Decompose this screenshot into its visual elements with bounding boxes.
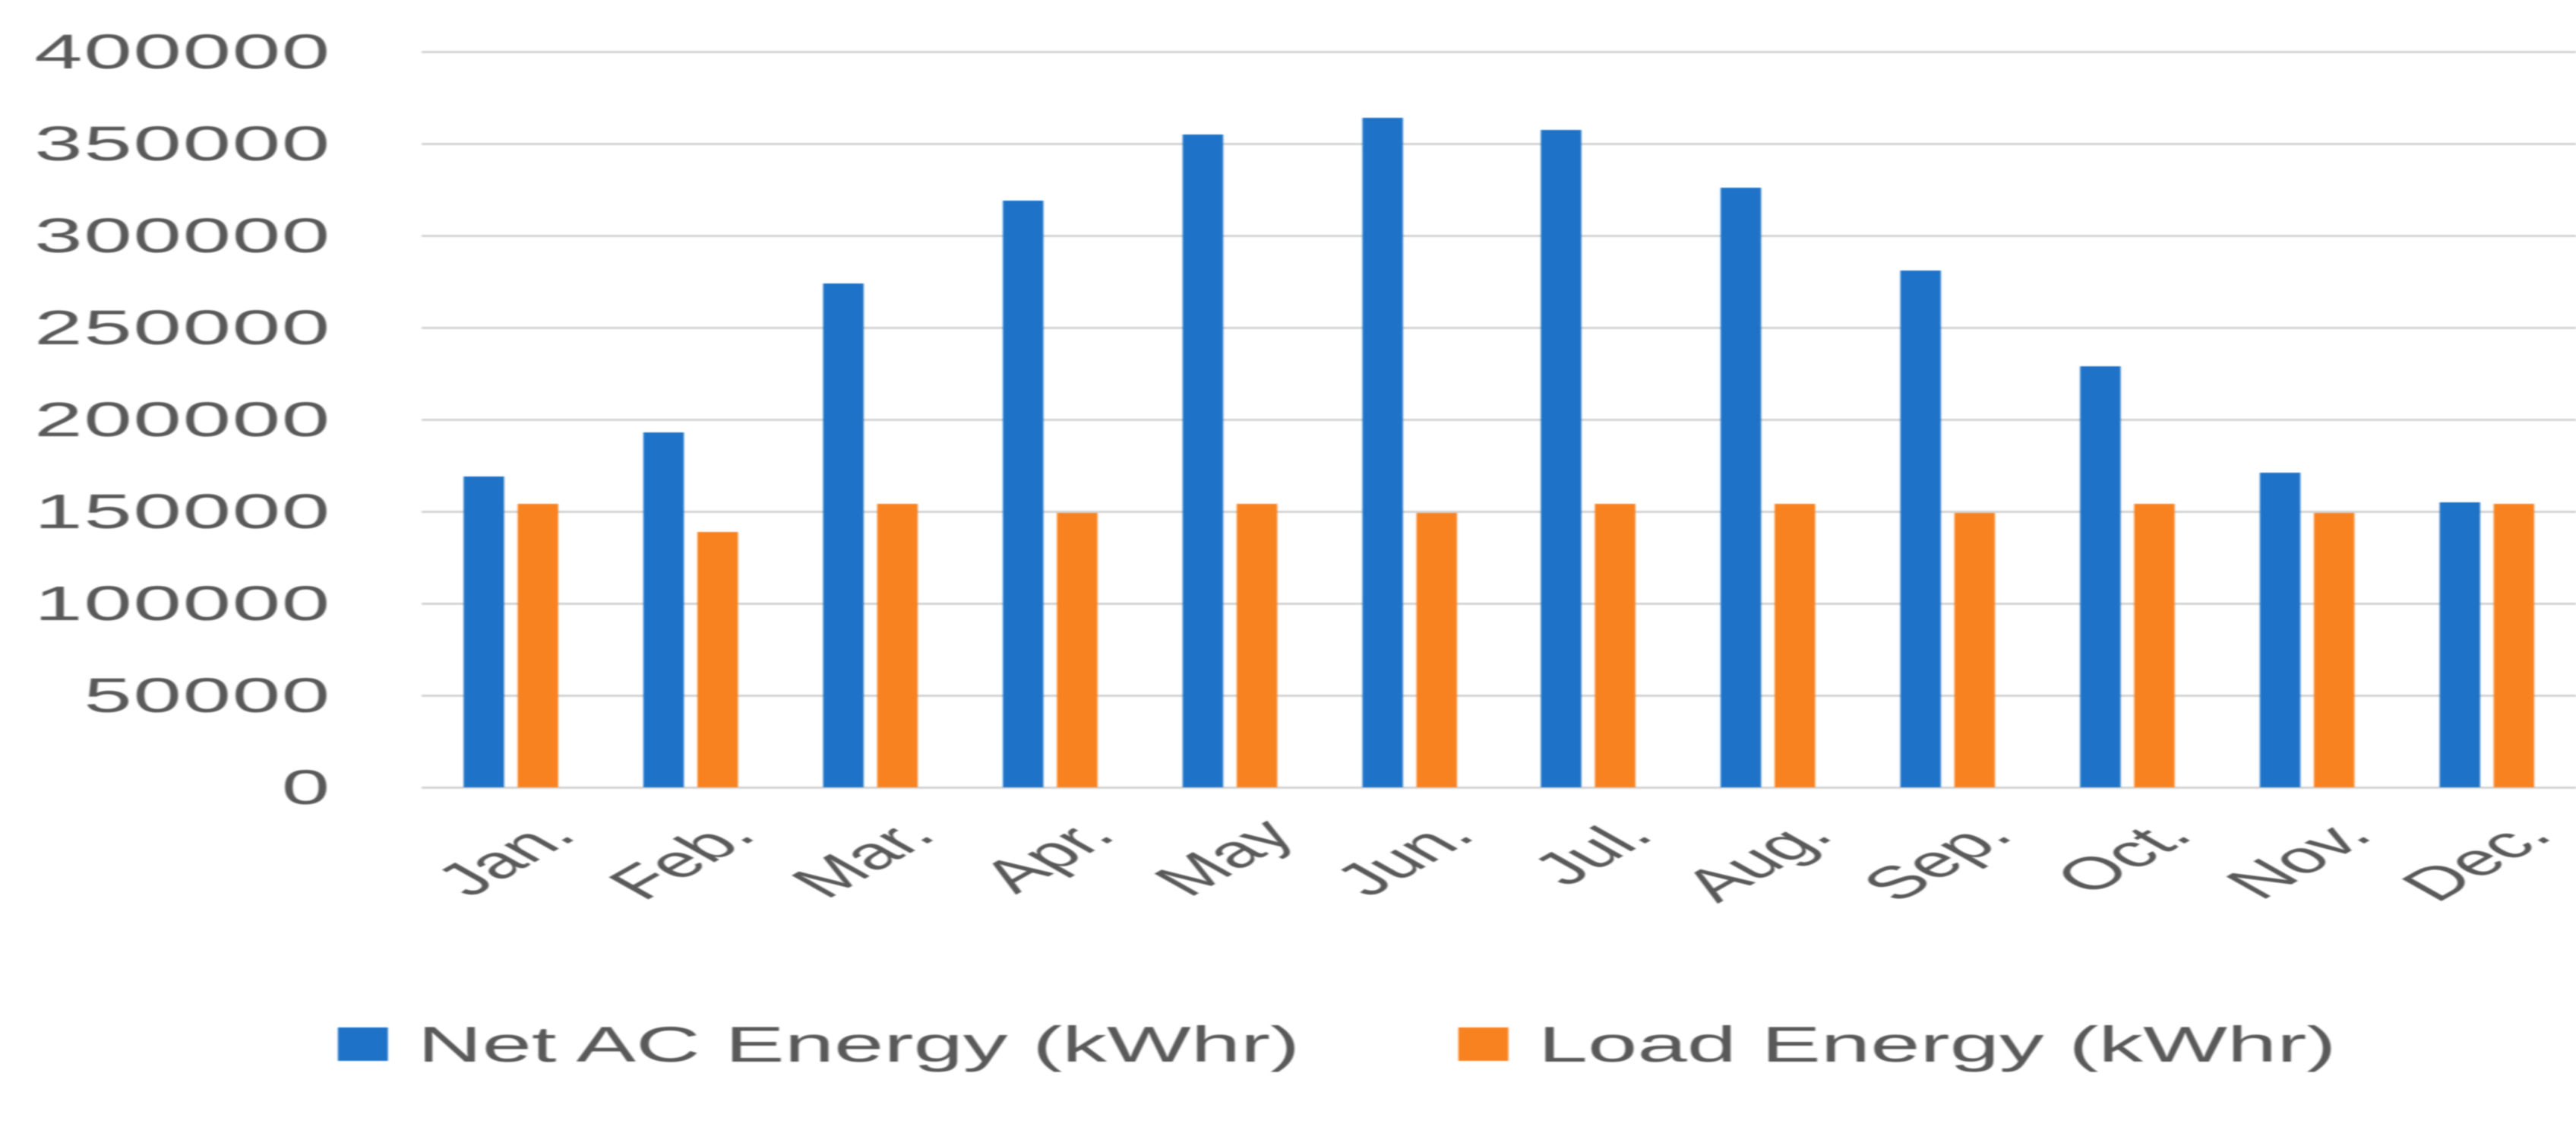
y-tick-label: 250000	[34, 300, 331, 355]
gridline-400000	[422, 50, 2576, 53]
legend-item-net-ac: Net AC Energy (kWhr)	[337, 1019, 1300, 1069]
load-bar	[877, 504, 918, 787]
net-ac-bar	[1182, 134, 1223, 787]
gridline-150000	[422, 510, 2576, 513]
gridline-350000	[422, 142, 2576, 145]
load-bar	[1775, 504, 1816, 787]
gridline-250000	[422, 326, 2576, 329]
load-bar	[2313, 513, 2354, 787]
legend-item-load: Load Energy (kWhr)	[1458, 1019, 2336, 1069]
net-ac-bar	[2259, 473, 2300, 787]
gridline-100000	[422, 602, 2576, 605]
y-tick-label: 350000	[34, 116, 331, 171]
net-ac-bar	[1721, 188, 1762, 787]
load-bar	[1954, 513, 1996, 787]
y-tick-label: 150000	[34, 484, 331, 539]
net-ac-bar	[1361, 118, 1403, 787]
gridline-200000	[422, 418, 2576, 421]
net-ac-bar	[1002, 201, 1044, 787]
load-bar	[518, 504, 559, 787]
y-tick-label: 50000	[84, 668, 331, 723]
legend-label: Net AC Energy (kWhr)	[417, 1016, 1301, 1072]
y-tick-label: 0	[281, 760, 331, 815]
load-bar	[1057, 513, 1098, 787]
load-bar	[2134, 504, 2175, 787]
y-tick-label: 100000	[34, 576, 331, 631]
load-bar	[1236, 504, 1277, 787]
gridline-0	[422, 786, 2576, 789]
gridline-50000	[422, 694, 2576, 697]
load-bar	[1595, 504, 1636, 787]
net-ac-bar	[2439, 502, 2480, 787]
net-ac-bar	[643, 432, 684, 787]
y-tick-label: 200000	[34, 392, 331, 447]
net-ac-bar	[463, 476, 505, 787]
legend-swatch-icon	[337, 1027, 388, 1061]
load-bar	[2492, 504, 2534, 787]
net-ac-bar	[1541, 129, 1582, 787]
legend-swatch-icon	[1458, 1027, 1509, 1061]
load-bar	[1415, 513, 1457, 787]
load-bar	[697, 531, 738, 787]
y-tick-label: 400000	[34, 24, 331, 79]
net-ac-bar	[823, 283, 864, 787]
legend-label: Load Energy (kWhr)	[1538, 1016, 2337, 1072]
net-ac-bar	[2080, 366, 2121, 787]
net-ac-bar	[1900, 270, 1942, 787]
y-tick-label: 300000	[34, 208, 331, 263]
gridline-300000	[422, 234, 2576, 237]
